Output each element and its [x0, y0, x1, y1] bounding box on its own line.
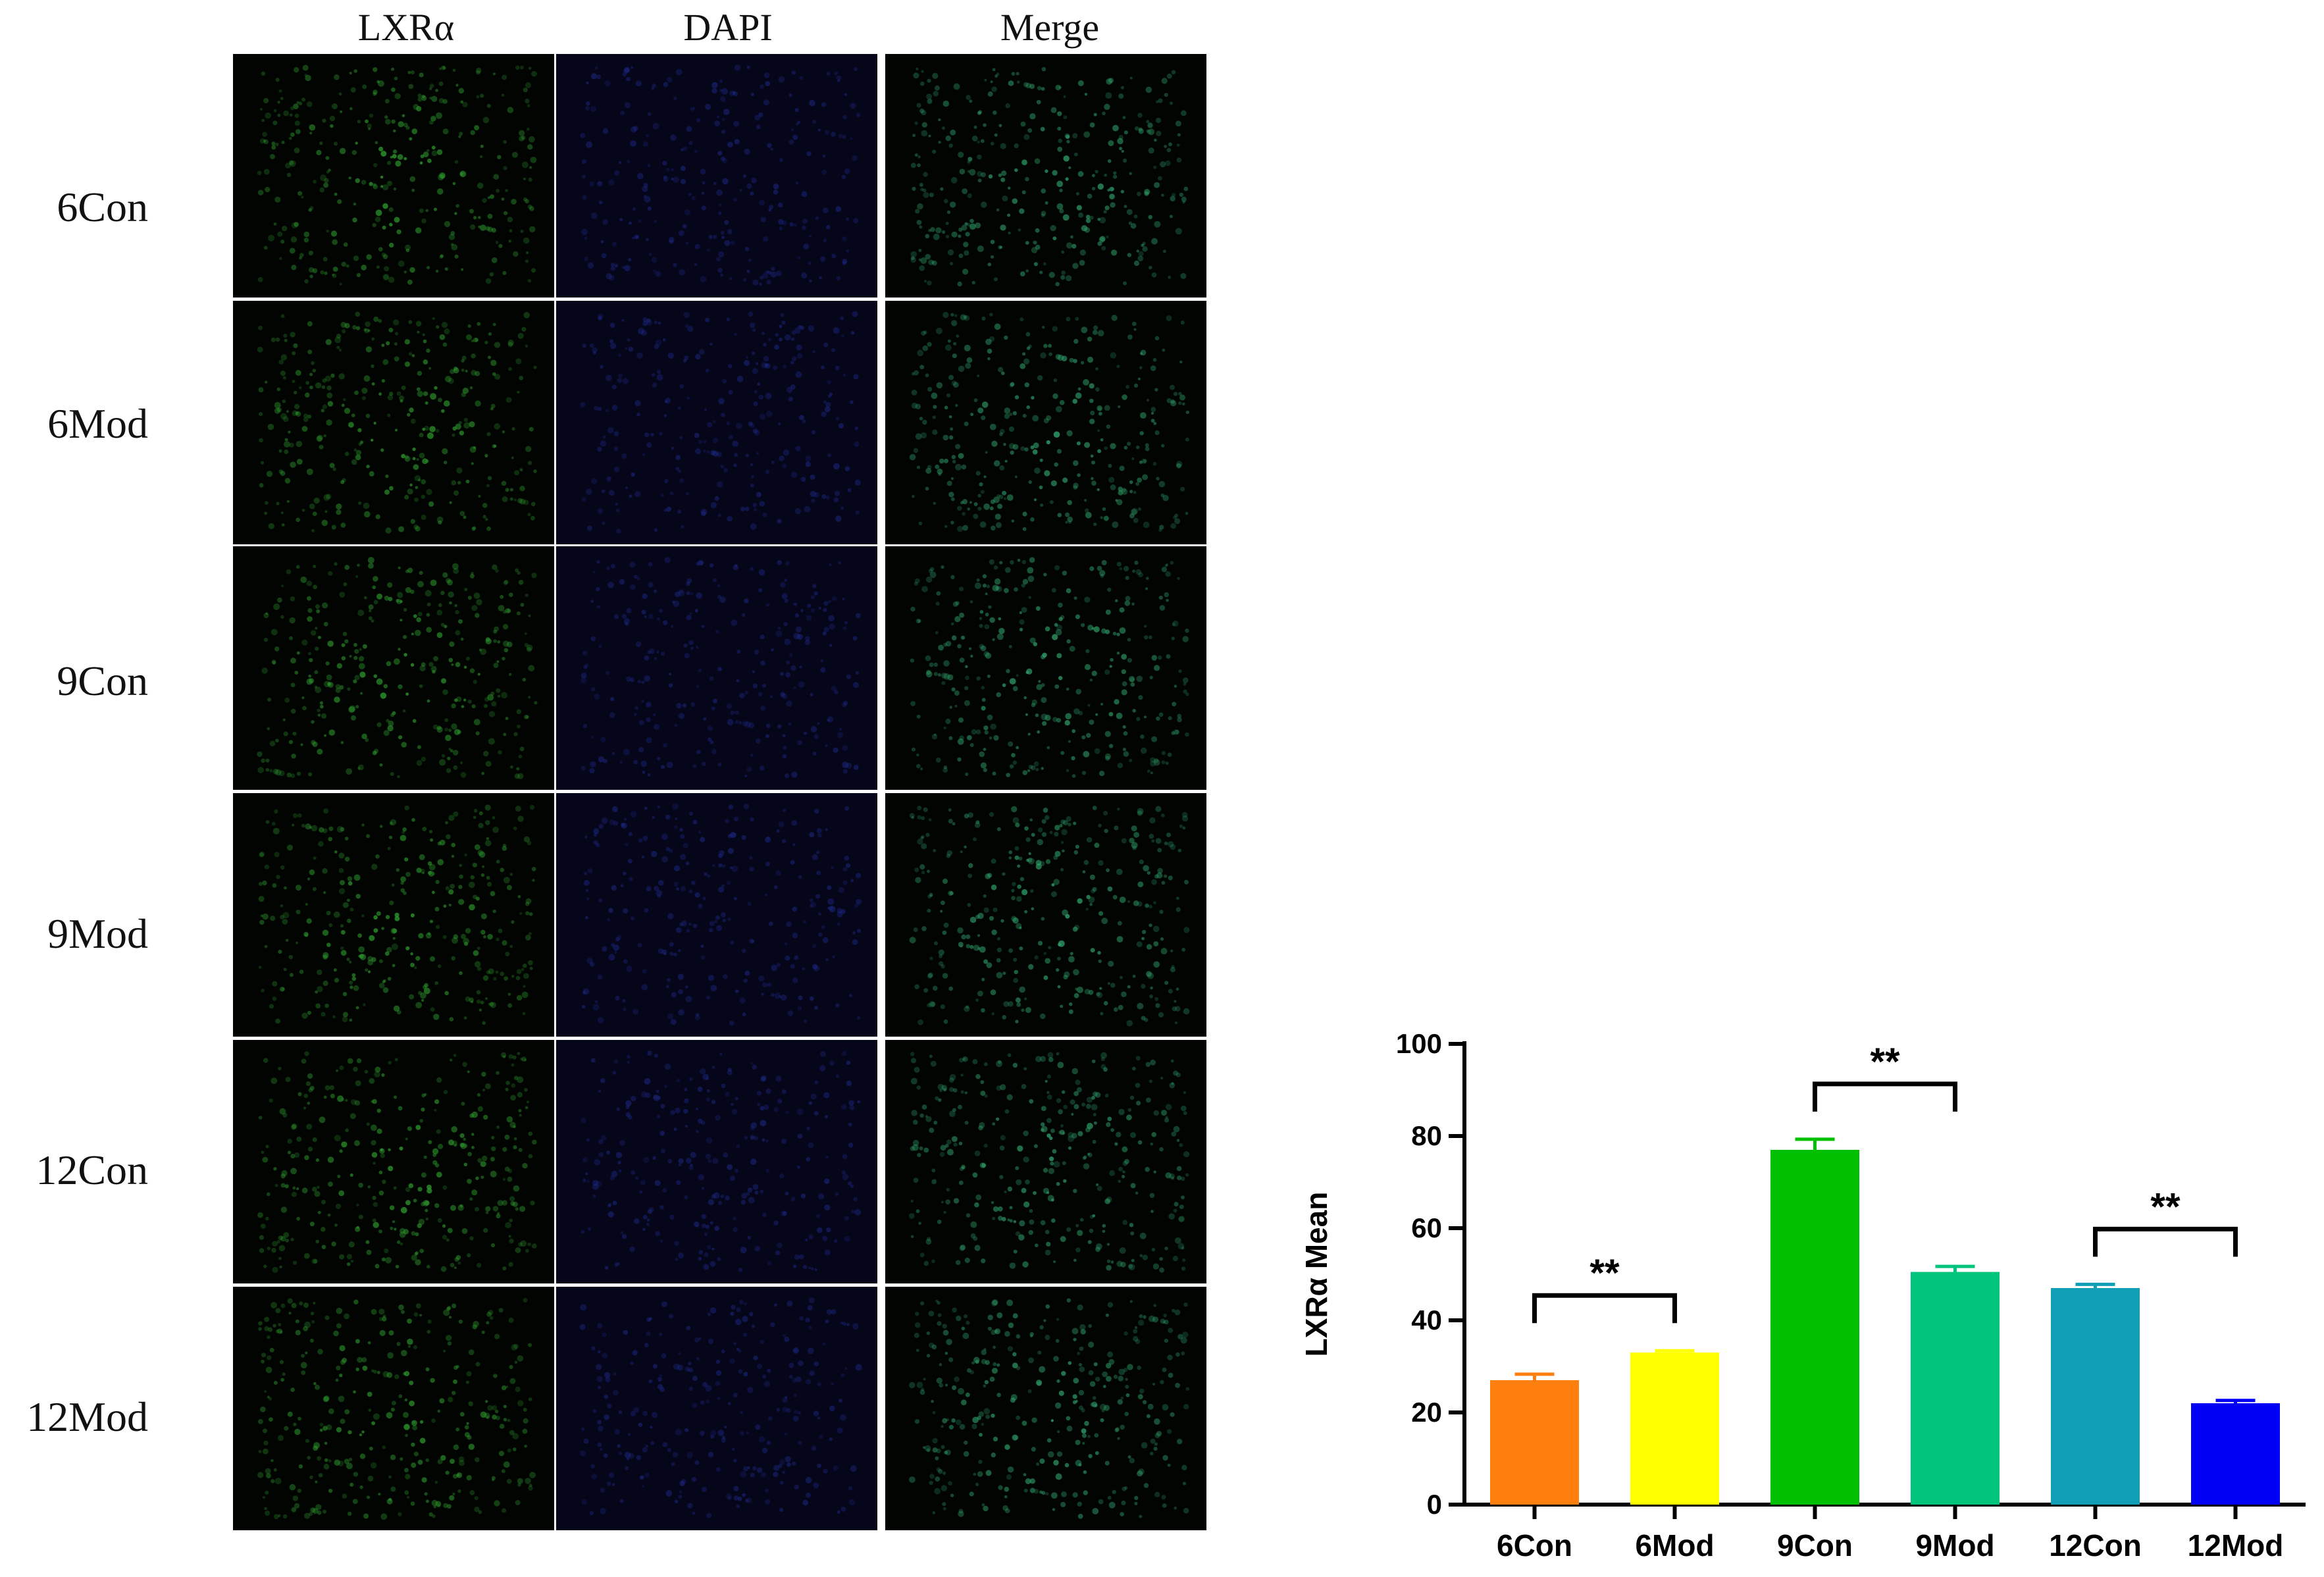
x-tick-label-9mod: 9Mod: [1915, 1528, 1994, 1563]
column-header-lxra: LXRα: [357, 6, 455, 49]
bar-6con: [1490, 1380, 1579, 1505]
y-tick-label: 60: [1411, 1212, 1442, 1243]
y-tick-label: 80: [1411, 1120, 1442, 1151]
y-tick-label: 100: [1396, 1028, 1442, 1059]
bar-6mod: [1630, 1353, 1719, 1505]
significance-label: **: [1870, 1041, 1900, 1083]
micrograph-6mod-lxr: [233, 301, 554, 544]
row-label-9mod: 9Mod: [47, 910, 148, 957]
micrograph-9mod-merge: [885, 793, 1206, 1037]
bar-12mod: [2191, 1403, 2280, 1505]
x-tick-label-12mod: 12Mod: [2188, 1528, 2284, 1563]
row-label-6mod: 6Mod: [47, 400, 148, 447]
y-tick-label: 20: [1411, 1397, 1442, 1428]
micrograph-12mod-merge: [885, 1287, 1206, 1530]
micrograph-9con-dapi: [556, 546, 877, 790]
bar-12con: [2051, 1288, 2140, 1505]
micrograph-9con-lxr: [233, 546, 554, 790]
micrograph-6con-lxr: [233, 54, 554, 297]
x-tick-label-6con: 6Con: [1497, 1528, 1572, 1563]
x-tick-label-6mod: 6Mod: [1635, 1528, 1714, 1563]
row-label-9con: 9Con: [57, 658, 148, 704]
micrograph-6mod-merge: [885, 301, 1206, 544]
column-header-dapi: DAPI: [683, 6, 773, 49]
bar-9con: [1770, 1150, 1859, 1505]
row-label-12con: 12Con: [36, 1147, 148, 1193]
row-label-12mod: 12Mod: [26, 1393, 148, 1440]
micrograph-12mod-dapi: [556, 1287, 877, 1530]
micrograph-9mod-lxr: [233, 793, 554, 1037]
x-tick-label-12con: 12Con: [2049, 1528, 2142, 1563]
micrograph-6con-dapi: [556, 54, 877, 297]
micrograph-12con-dapi: [556, 1040, 877, 1283]
micrograph-9con-merge: [885, 546, 1206, 790]
y-tick-label: 0: [1427, 1489, 1442, 1520]
y-tick-label: 40: [1411, 1305, 1442, 1335]
significance-label: **: [2150, 1185, 2181, 1228]
micrograph-9mod-dapi: [556, 793, 877, 1037]
significance-bracket: [1813, 1081, 1957, 1112]
x-tick-label-9con: 9Con: [1777, 1528, 1853, 1563]
micrograph-6mod-dapi: [556, 301, 877, 544]
micrograph-12mod-lxr: [233, 1287, 554, 1530]
row-label-6con: 6Con: [57, 184, 148, 230]
column-header-merge: Merge: [1000, 6, 1100, 49]
significance-bracket: [1532, 1293, 1677, 1324]
micrograph-6con-merge: [885, 54, 1206, 297]
significance-label: **: [1589, 1252, 1620, 1295]
micrograph-12con-lxr: [233, 1040, 554, 1283]
lxra-bar-chart: 0 20 40 60 80 100 LXRα Mean 6Con 6Mod 9Con 9Mod 12C…: [1299, 1028, 2306, 1563]
bar-9mod: [1911, 1272, 2000, 1505]
micrograph-12con-merge: [885, 1040, 1206, 1283]
significance-bracket: [2093, 1226, 2238, 1257]
y-axis-label: LXRα Mean: [1299, 1192, 1333, 1357]
